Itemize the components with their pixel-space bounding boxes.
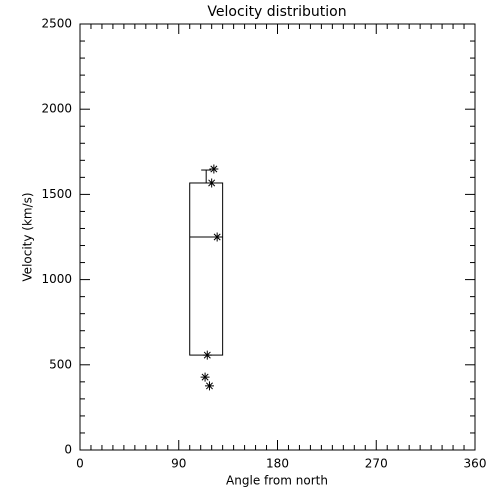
point xyxy=(207,178,217,188)
chart-title: Velocity distribution xyxy=(207,4,346,20)
y-tick-label: 0 xyxy=(64,443,72,457)
y-tick-label: 1000 xyxy=(41,272,72,286)
x-axis-label: Angle from north xyxy=(226,474,328,488)
x-tick-label: 270 xyxy=(365,457,388,471)
point xyxy=(212,232,222,242)
point xyxy=(209,164,219,174)
x-tick-label: 0 xyxy=(76,457,84,471)
y-tick-label: 2000 xyxy=(41,102,72,116)
x-tick-label: 90 xyxy=(171,457,186,471)
x-tick-label: 360 xyxy=(464,457,487,471)
y-tick-label: 2500 xyxy=(41,17,72,31)
point xyxy=(200,372,210,382)
y-axis-label: Velocity (km/s) xyxy=(21,192,35,281)
point xyxy=(204,381,214,391)
point xyxy=(202,350,212,360)
x-tick-label: 180 xyxy=(266,457,289,471)
y-tick-label: 500 xyxy=(49,357,72,371)
y-tick-label: 1500 xyxy=(41,187,72,201)
